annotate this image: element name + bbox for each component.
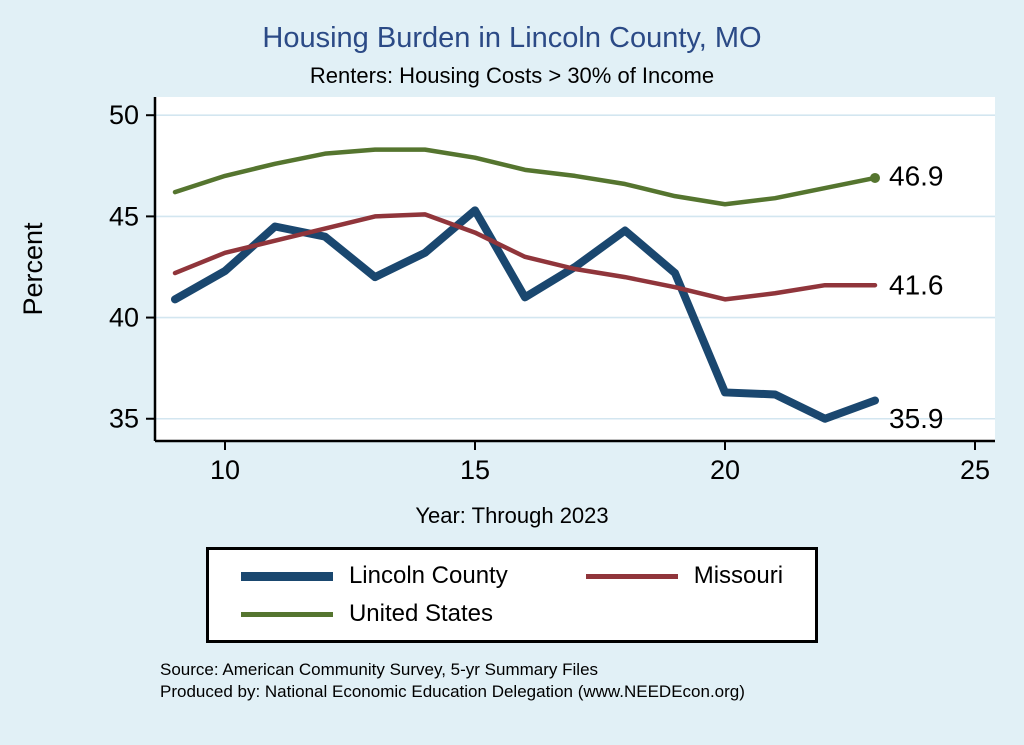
- x-tick-label: 15: [460, 455, 490, 485]
- chart-title: Housing Burden in Lincoln County, MO: [262, 22, 762, 54]
- y-tick-label: 35: [109, 404, 139, 434]
- x-tick-label: 20: [710, 455, 740, 485]
- x-tick-label: 25: [960, 455, 990, 485]
- line-chart: 35 40 45 50 10 15 20 25 35.9 41.6 46.9 Percent: [18, 97, 995, 485]
- y-tick-label: 40: [109, 303, 139, 333]
- legend-item-united-states: United States: [240, 600, 508, 628]
- end-label-missouri: 41.6: [889, 270, 944, 301]
- legend-item-lincoln-county: Lincoln County: [240, 562, 508, 590]
- series-line-missouri: [172, 212, 878, 302]
- y-axis-label: Percent: [18, 222, 48, 316]
- legend-label-missouri: Missouri: [693, 562, 784, 589]
- chart-subtitle: Renters: Housing Costs > 30% of Income: [309, 63, 715, 88]
- source-note: Source: American Community Survey, 5-yr …: [160, 659, 1024, 704]
- end-label-lincoln-county: 35.9: [889, 403, 944, 434]
- legend: Lincoln County Missouri United States: [205, 547, 819, 643]
- y-tick-label: 50: [109, 100, 139, 130]
- legend-swatch-lincoln-county: [240, 571, 333, 581]
- x-tick-label: 10: [210, 455, 240, 485]
- legend-label-united-states: United States: [348, 600, 494, 627]
- source-line-1: Source: American Community Survey, 5-yr …: [160, 660, 599, 679]
- legend-swatch-united-states: [240, 611, 333, 617]
- x-axis-label: Year: Through 2023: [415, 503, 609, 528]
- series-line-lincoln-county: [171, 206, 879, 423]
- source-line-2: Produced by: National Economic Education…: [160, 682, 745, 702]
- legend-item-missouri: Missouri: [585, 562, 784, 590]
- end-label-united-states: 46.9: [889, 160, 944, 191]
- legend-swatch-missouri: [585, 573, 678, 579]
- series-line-united-states: [172, 147, 878, 207]
- legend-label-lincoln-county: Lincoln County: [348, 562, 508, 589]
- end-marker: [870, 172, 880, 183]
- y-tick-label: 45: [109, 201, 139, 231]
